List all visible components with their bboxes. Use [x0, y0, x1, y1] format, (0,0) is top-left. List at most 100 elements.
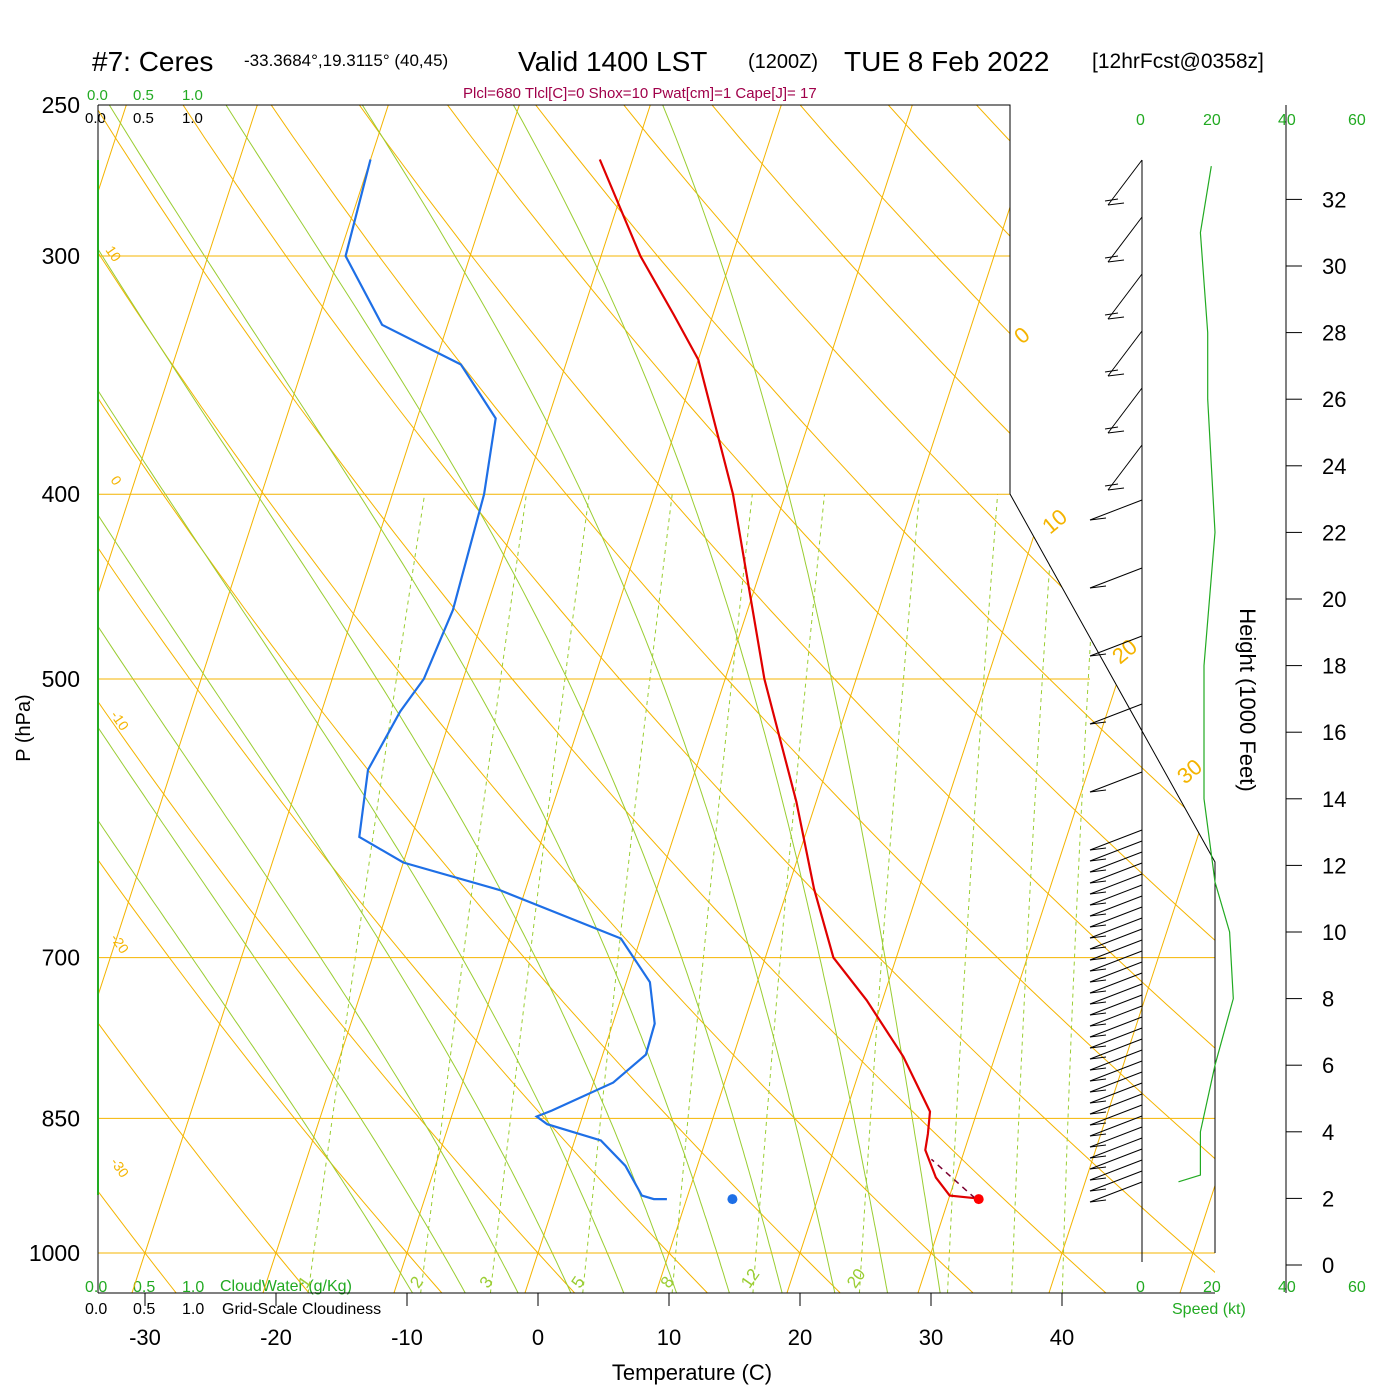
wind-barb-staff	[1089, 1104, 1143, 1126]
wind-barb-feather	[1107, 373, 1125, 377]
isotherm-line	[1179, 105, 1215, 1293]
dry-adiabat-line	[160, 105, 1215, 1293]
wind-barb-feather	[1089, 1166, 1107, 1170]
parcel-path-line	[930, 1158, 976, 1199]
dry-adiabat-line	[1381, 71, 1400, 1301]
wind-barb-feather	[1089, 1111, 1107, 1115]
wind-barb-staff	[1089, 703, 1143, 725]
wind-barb-feather	[1089, 1188, 1107, 1192]
wind-barb-staff	[1107, 159, 1143, 206]
wind-speed-profile	[1178, 166, 1234, 1183]
dry-adiabat-line	[98, 105, 583, 1293]
wind-barb-staff	[1089, 950, 1143, 972]
isotherm-line	[655, 105, 1055, 1293]
speed-bottom-tick-2: 40	[1278, 1279, 1296, 1296]
wind-barb-staff	[1089, 567, 1143, 589]
speed-scale: 0 20 40 60 0 20 40 60 Speed (kt)	[1136, 112, 1366, 1318]
mixing-ratio-line	[420, 494, 527, 1293]
height-axis-title: Height (1000 Feet)	[1235, 608, 1260, 791]
wind-barb-feather	[1089, 789, 1107, 793]
wind-barb-staff	[1089, 635, 1143, 657]
height-tick-label: 6	[1322, 1053, 1334, 1078]
dry-adiabat-label: 0	[108, 473, 126, 489]
wind-barb-feather	[1089, 1089, 1107, 1093]
mixing-ratio-label: 20	[843, 1265, 869, 1291]
wind-barb-feather	[1089, 1023, 1107, 1027]
y-axis-title: P (hPa)	[13, 694, 35, 761]
dry-adiabat-line	[334, 105, 1215, 1293]
cloudiness-tick-1: 0.5	[133, 110, 154, 127]
moist-adiabat-line	[361, 105, 838, 1293]
moist-adiabat-line	[98, 105, 628, 1293]
wind-barb-feather	[1089, 858, 1107, 862]
isotherm-line	[393, 105, 793, 1293]
isotherm-line	[98, 105, 269, 1293]
cloudiness-bottom-tick-1: 0.5	[133, 1301, 155, 1318]
wind-barb-feather	[1089, 968, 1107, 972]
wind-barb-staff	[1089, 983, 1143, 1005]
wind-barb-feather	[1089, 913, 1107, 917]
isotherm-line	[262, 105, 662, 1293]
mixing-ratio-label: 12	[737, 1265, 763, 1291]
speed-bottom-tick-0: 0	[1136, 1279, 1145, 1296]
wind-barb-feather	[1107, 202, 1125, 206]
speed-axis-label: Speed (kt)	[1172, 1301, 1246, 1318]
wind-barb-feather	[1104, 369, 1119, 373]
dry-adiabat-line	[596, 105, 1215, 1293]
moist-adiabat-line	[98, 105, 680, 1293]
wind-barb-staff	[1089, 906, 1143, 928]
isotherm-line	[524, 105, 924, 1293]
wind-barb-staff	[1089, 1038, 1143, 1060]
wind-barb-staff	[1089, 939, 1143, 961]
wind-barb-staff	[1089, 873, 1143, 895]
cloudiness-bottom-tick-0: 0.0	[85, 1301, 107, 1318]
forecast-date: TUE 8 Feb 2022	[844, 46, 1049, 77]
wind-barb-staff	[1089, 851, 1143, 873]
wind-barb-feather	[1089, 1045, 1107, 1049]
dry-adiabat-label: -20	[108, 931, 133, 957]
isotherm-line	[98, 105, 400, 1293]
wind-barb-staff	[1089, 1060, 1143, 1082]
x-tick-label: 0	[532, 1325, 544, 1350]
wind-barb-feather	[1089, 902, 1107, 906]
plot-boundary	[98, 104, 1216, 1253]
isotherm-line	[1048, 105, 1215, 1293]
wind-barb-staff	[1089, 961, 1143, 983]
speed-top-tick-0: 0	[1136, 112, 1145, 129]
wind-barb-feather	[1089, 1012, 1107, 1016]
dry-adiabat-line	[421, 105, 1215, 1293]
cloudiness-label: Grid-Scale Cloudiness	[222, 1301, 381, 1318]
wind-barb-staff	[1089, 1115, 1143, 1137]
x-tick-label: -20	[260, 1325, 292, 1350]
wind-barb-feather	[1107, 430, 1125, 434]
mixing-ratio-line	[1011, 494, 1055, 1293]
height-tick-label: 28	[1322, 321, 1346, 346]
cloudiness-bottom-tick-2: 1.0	[182, 1301, 204, 1318]
wind-barb-feather	[1089, 1034, 1107, 1038]
pressure-tick-label: 1000	[29, 1240, 80, 1266]
pressure-tick-label: 850	[42, 1105, 80, 1131]
dry-adiabat-label: 20	[1107, 634, 1142, 669]
wind-barb-feather	[1089, 1100, 1107, 1104]
height-tick-label: 10	[1322, 920, 1346, 945]
x-tick-label: -30	[129, 1325, 161, 1350]
wind-barb-feather	[1107, 316, 1125, 320]
moist-adiabat-line	[98, 105, 418, 1293]
forecast-label: [12hrFcst@0358z]	[1092, 50, 1264, 73]
x-tick-label: 40	[1050, 1325, 1074, 1350]
wind-barb-staff	[1089, 1049, 1143, 1071]
moist-adiabat-line	[98, 105, 471, 1293]
moist-adiabat-line	[98, 105, 576, 1293]
station-name: #7: Ceres	[92, 46, 213, 77]
wind-barb-staff	[1089, 829, 1143, 851]
isotherm-line	[0, 71, 6, 1293]
cloudwater-bottom-tick-1: 0.5	[133, 1279, 155, 1296]
moist-adiabat-line	[662, 105, 942, 1293]
valid-time: Valid 1400 LST	[518, 46, 707, 77]
height-tick-label: 0	[1322, 1253, 1334, 1278]
x-tick-label: -10	[391, 1325, 423, 1350]
sounding-params: Plcl=680 Tlcl[C]=0 Shox=10 Pwat[cm]=1 Ca…	[463, 85, 817, 102]
wind-barb-feather	[1089, 1133, 1107, 1137]
wind-barb-staff	[1089, 1016, 1143, 1038]
dry-adiabat-line	[98, 105, 450, 1293]
